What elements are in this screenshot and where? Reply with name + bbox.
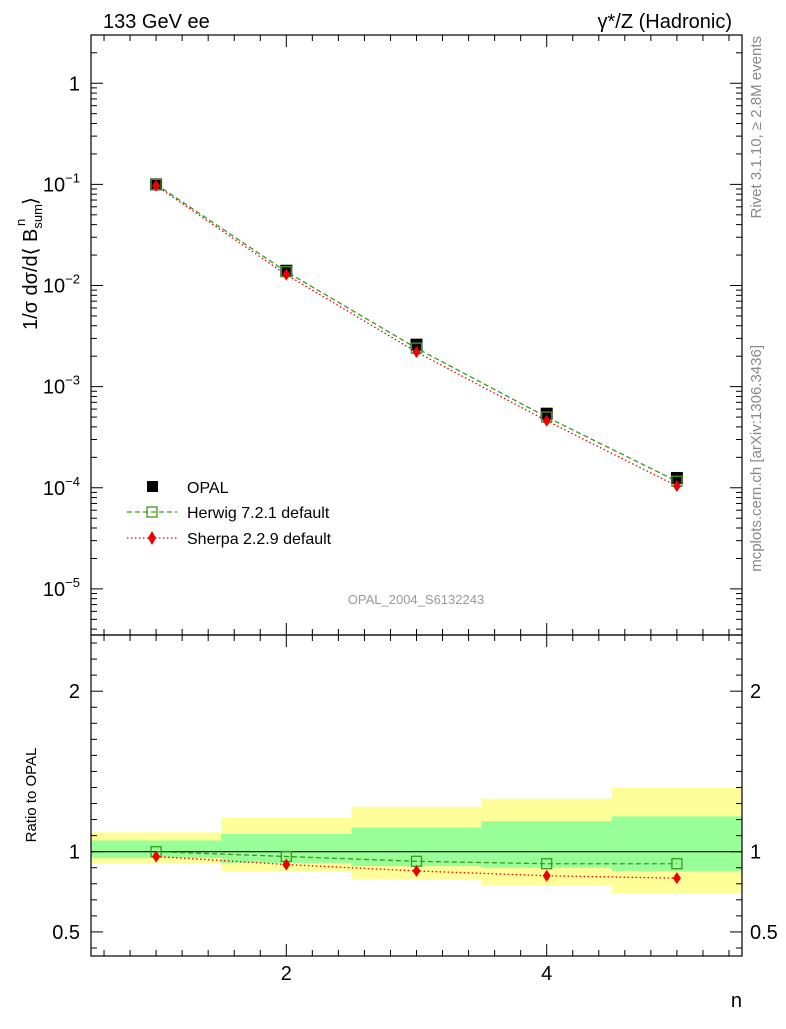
ratio-band-inner [221,834,352,863]
y-label-text: 1/σ dσ/d⟨ B [20,229,42,330]
legend-sherpa-label: Sherpa 2.2.9 default [187,531,332,548]
tick-exponent: −2 [65,272,80,287]
sherpa-ratio-point [542,869,551,882]
ratio-series-line-0 [156,851,677,865]
opal-data-point [540,407,553,420]
tick-base: 10 [43,478,65,500]
legend-opal-label: OPAL [187,480,229,497]
main-panel: 10−510−410−310−210−11 [43,34,743,636]
ratio-x-tick-label: 2 [281,963,292,985]
sherpa-point [152,179,161,192]
ratio-y-tick-label-right: 0.5 [750,922,778,944]
main-series-line-2 [155,185,678,487]
legend-herwig-label: Herwig 7.2.1 default [187,505,330,522]
tick-base: 10 [43,174,65,196]
sherpa-ratio-point [152,850,161,863]
ratio-band-inner [481,821,612,868]
sherpa-point [542,414,551,427]
main-y-tick-label: 10−3 [43,373,80,399]
herwig-ratio-point [671,858,683,870]
ratio-y-axis-label: Ratio to OPAL [23,748,40,843]
tick-exponent: −5 [65,575,80,590]
tick-exponent: −3 [65,373,80,388]
main-y-axis-label: 1/σ dσ/d⟨ Bsumn ⟩ [13,197,45,330]
y-label-sup: n [13,219,28,226]
main-y-tick-label: 10−5 [43,575,80,601]
main-y-tick-label: 10−1 [43,170,80,196]
x-axis-label: n [731,990,742,1012]
ratio-y-tick-label-left: 0.5 [52,922,80,944]
sherpa-ratio-point [412,864,421,877]
ratio-band-inner [351,827,482,867]
legend-sherpa-marker [148,531,156,545]
legend-opal-marker [147,481,158,492]
main-y-tick-label: 10−2 [43,272,80,298]
ratio-y-tick-label-right: 1 [750,842,761,864]
process-label: γ*/Z (Hadronic) [598,11,732,33]
tick-base: 10 [43,276,65,298]
sherpa-ratio-point [282,858,291,871]
watermark: OPAL_2004_S6132243 [348,592,484,607]
ratio-y-tick-label-left: 2 [69,681,80,703]
opal-data-point [410,338,423,351]
ratio-y-tick-label-right: 2 [750,681,761,703]
energy-label: 133 GeV ee [103,11,210,33]
ratio-panel: 2 4 0.5 0.5 1 1 2 2 [52,634,778,985]
tick-base: 10 [43,377,65,399]
mcplots-label: mcplots.cern.ch [arXiv:1306.3436] [748,345,765,572]
main-y-tick-label: 10−4 [43,474,80,500]
tick-exponent: −1 [65,170,80,185]
y-label-sub: sum [30,204,45,229]
opal-data-point [670,471,683,484]
main-y-tick-label: 1 [69,73,80,95]
ratio-y-tick-label-left: 1 [69,842,80,864]
ratio-band-inner [91,840,222,859]
tick-base: 1 [69,73,80,95]
sherpa-point [412,346,421,359]
sherpa-point [672,480,681,493]
ratio-x-tick-label: 4 [541,963,552,985]
ratio-band-inner [611,816,742,871]
tick-base: 10 [43,579,65,601]
rivet-label: Rivet 3.1.10, ≥ 2.8M events [748,36,765,219]
y-label-close: ⟩ [20,197,42,205]
tick-exponent: −4 [65,474,80,489]
sherpa-point [282,268,291,281]
herwig-ratio-point [541,858,553,870]
main-series-line-1 [155,183,678,482]
legend-herwig-marker [146,506,158,518]
legend: OPAL Herwig 7.2.1 default Sherpa 2.2.9 d… [127,480,332,548]
sherpa-ratio-point [672,872,681,885]
